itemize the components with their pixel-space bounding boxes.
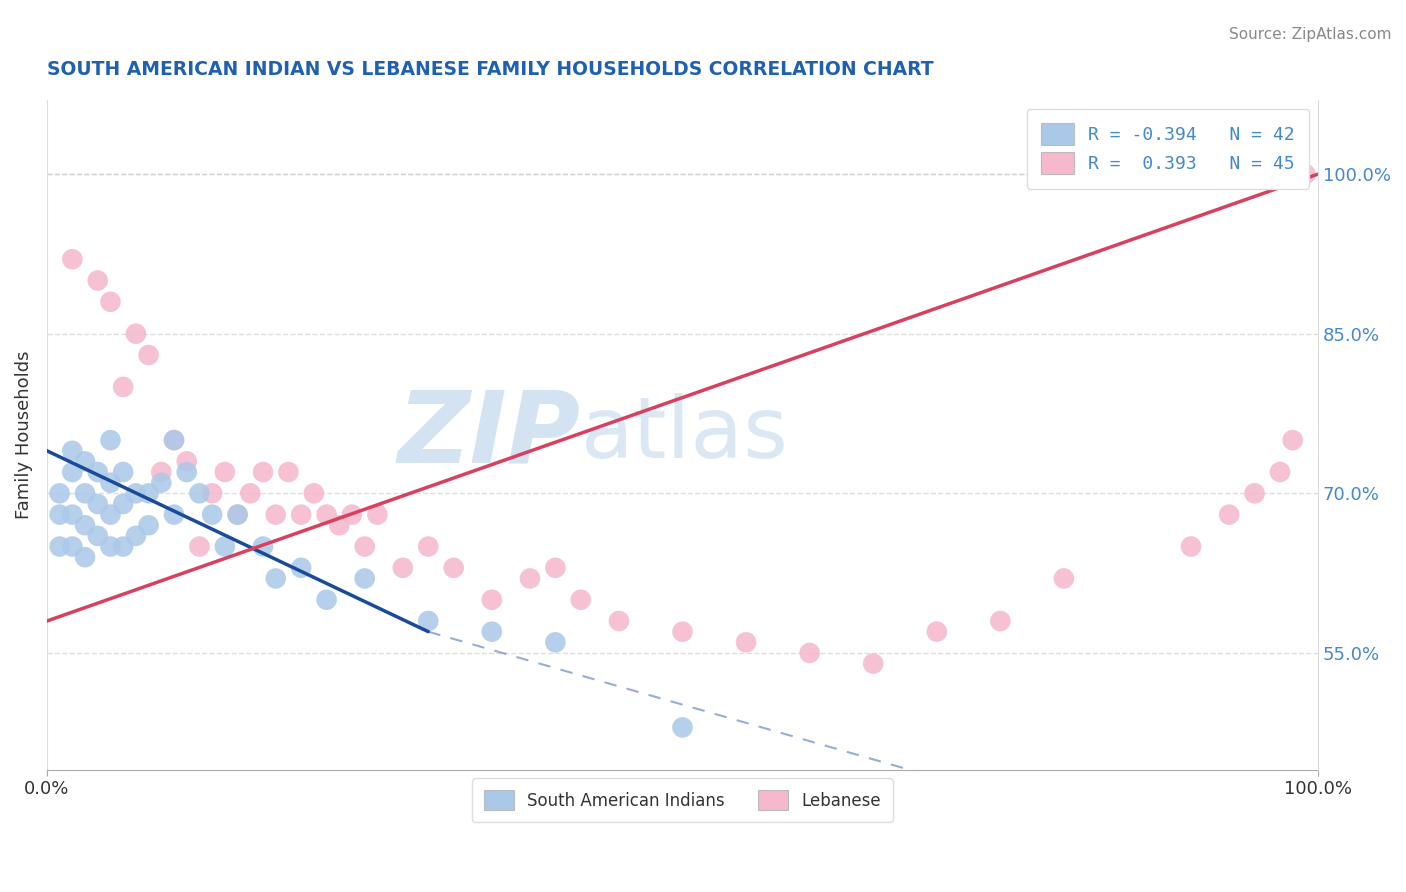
Point xyxy=(481,624,503,639)
Point xyxy=(735,635,758,649)
Point xyxy=(138,486,160,500)
Point xyxy=(264,571,287,585)
Point xyxy=(73,518,96,533)
Point xyxy=(112,380,135,394)
Point xyxy=(87,273,110,287)
Point xyxy=(252,540,274,554)
Point xyxy=(315,592,337,607)
Point xyxy=(1294,167,1316,181)
Point xyxy=(1053,571,1076,585)
Point xyxy=(48,508,70,522)
Point xyxy=(73,550,96,565)
Point xyxy=(264,508,287,522)
Point xyxy=(87,497,110,511)
Point xyxy=(201,486,224,500)
Point xyxy=(988,614,1011,628)
Point xyxy=(48,540,70,554)
Point xyxy=(544,635,567,649)
Point xyxy=(671,624,693,639)
Point xyxy=(226,508,249,522)
Point xyxy=(112,540,135,554)
Point xyxy=(125,486,148,500)
Point xyxy=(315,508,337,522)
Point xyxy=(150,465,173,479)
Point xyxy=(73,454,96,468)
Point xyxy=(100,433,122,447)
Point xyxy=(569,592,592,607)
Point xyxy=(519,571,541,585)
Text: Source: ZipAtlas.com: Source: ZipAtlas.com xyxy=(1229,27,1392,42)
Point xyxy=(239,486,262,500)
Point xyxy=(87,465,110,479)
Point xyxy=(1268,465,1291,479)
Point xyxy=(353,571,375,585)
Point xyxy=(188,486,211,500)
Point xyxy=(302,486,325,500)
Point xyxy=(290,508,312,522)
Point xyxy=(176,454,198,468)
Point xyxy=(544,561,567,575)
Point xyxy=(163,433,186,447)
Text: SOUTH AMERICAN INDIAN VS LEBANESE FAMILY HOUSEHOLDS CORRELATION CHART: SOUTH AMERICAN INDIAN VS LEBANESE FAMILY… xyxy=(46,60,934,78)
Point xyxy=(163,433,186,447)
Text: ZIP: ZIP xyxy=(398,386,581,483)
Legend: South American Indians, Lebanese: South American Indians, Lebanese xyxy=(472,779,893,822)
Point xyxy=(60,465,83,479)
Point xyxy=(328,518,350,533)
Point xyxy=(176,465,198,479)
Point xyxy=(925,624,948,639)
Point xyxy=(340,508,363,522)
Point xyxy=(112,465,135,479)
Point xyxy=(87,529,110,543)
Point xyxy=(60,508,83,522)
Point xyxy=(799,646,821,660)
Point xyxy=(163,508,186,522)
Point xyxy=(290,561,312,575)
Point xyxy=(1243,486,1265,500)
Point xyxy=(100,475,122,490)
Point xyxy=(392,561,415,575)
Point xyxy=(1180,540,1202,554)
Point xyxy=(73,486,96,500)
Point xyxy=(226,508,249,522)
Point xyxy=(252,465,274,479)
Point xyxy=(607,614,630,628)
Point xyxy=(188,540,211,554)
Point xyxy=(1281,433,1303,447)
Point xyxy=(60,540,83,554)
Point xyxy=(1218,508,1240,522)
Point xyxy=(100,540,122,554)
Point xyxy=(418,614,440,628)
Text: atlas: atlas xyxy=(581,393,789,476)
Point xyxy=(125,529,148,543)
Point xyxy=(214,465,236,479)
Point xyxy=(138,348,160,362)
Point xyxy=(353,540,375,554)
Point xyxy=(277,465,299,479)
Point xyxy=(481,592,503,607)
Point xyxy=(48,486,70,500)
Point xyxy=(150,475,173,490)
Point xyxy=(100,508,122,522)
Point xyxy=(366,508,388,522)
Point xyxy=(201,508,224,522)
Y-axis label: Family Households: Family Households xyxy=(15,351,32,519)
Point xyxy=(112,497,135,511)
Point xyxy=(100,294,122,309)
Point xyxy=(60,443,83,458)
Point xyxy=(862,657,884,671)
Point xyxy=(418,540,440,554)
Point xyxy=(138,518,160,533)
Point xyxy=(443,561,465,575)
Point xyxy=(60,252,83,267)
Point xyxy=(214,540,236,554)
Point xyxy=(671,721,693,735)
Point xyxy=(125,326,148,341)
